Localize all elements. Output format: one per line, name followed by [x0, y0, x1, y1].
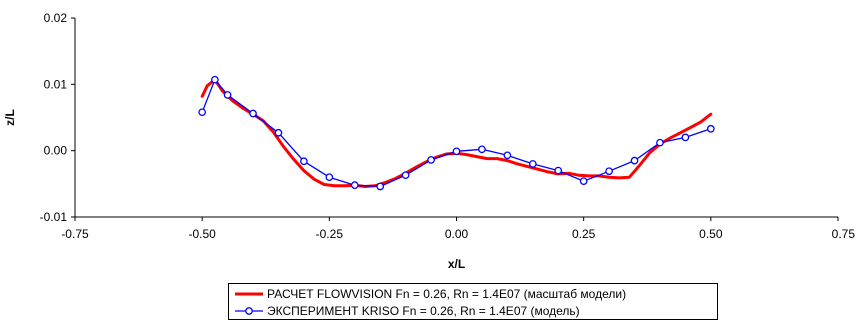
data-point-experiment [605, 167, 613, 176]
data-point-experiment [350, 181, 359, 190]
axes [74, 18, 838, 218]
y-tick-label: 0.02 [44, 11, 68, 25]
data-point-experiment [401, 171, 410, 180]
y-tick-label: 0.01 [44, 77, 68, 91]
x-tick-label: -0.75 [61, 227, 89, 241]
x-ticks: -0.75 -0.50 -0.25 0.00 0.25 0.50 0.75 [61, 217, 855, 241]
data-point-experiment [452, 147, 461, 156]
data-point-experiment [579, 177, 588, 186]
legend-item-experiment: ЭКСПЕРИМЕНТ KRISO Fn = 0.26, Rn = 1.4E07… [235, 303, 580, 319]
x-tick-label: 0.75 [832, 227, 856, 241]
data-point-experiment [223, 91, 232, 99]
data-point-experiment [478, 145, 486, 154]
x-tick-label: 0.25 [572, 227, 596, 241]
data-point-experiment [554, 166, 563, 175]
legend-item-calculation: РАСЧЕТ FLOWVISION Fn = 0.26, Rn = 1.4E07… [235, 286, 626, 302]
data-point-experiment [503, 151, 512, 160]
x-tick-label: -0.25 [316, 227, 344, 241]
legend: РАСЧЕТ FLOWVISION Fn = 0.26, Rn = 1.4E07… [228, 283, 718, 320]
data-point-experiment [656, 138, 664, 147]
data-point-experiment [376, 182, 385, 191]
legend-line-blue-circle-icon [235, 307, 263, 315]
data-point-experiment [706, 124, 715, 133]
data-point-experiment [249, 109, 257, 118]
data-point-experiment [325, 173, 334, 182]
data-point-experiment [198, 108, 207, 117]
x-tick-label: -0.50 [188, 227, 216, 241]
y-axis-title: z/L [3, 109, 17, 126]
legend-label-experiment: ЭКСПЕРИМЕНТ KRISO Fn = 0.26, Rn = 1.4E07… [267, 304, 580, 318]
series-line-experiment [201, 79, 712, 188]
data-point-experiment [211, 75, 219, 84]
y-tick-label: 0.00 [44, 144, 68, 158]
x-tick-label: 0.00 [445, 227, 469, 241]
series-layer [198, 75, 715, 191]
y-ticks: -0.01 0.00 0.01 0.02 [40, 11, 75, 224]
x-axis-title: x/L [448, 257, 465, 271]
data-point-experiment [528, 160, 537, 168]
legend-label-calculation: РАСЧЕТ FLOWVISION Fn = 0.26, Rn = 1.4E07… [267, 287, 627, 301]
legend-line-red-icon [235, 292, 263, 296]
y-tick-label: -0.01 [40, 210, 68, 224]
data-point-experiment [427, 156, 435, 164]
data-point-experiment [681, 133, 690, 142]
data-point-experiment [274, 128, 283, 137]
data-point-experiment [630, 156, 639, 165]
x-tick-label: 0.50 [699, 227, 723, 241]
data-point-experiment [300, 157, 308, 166]
